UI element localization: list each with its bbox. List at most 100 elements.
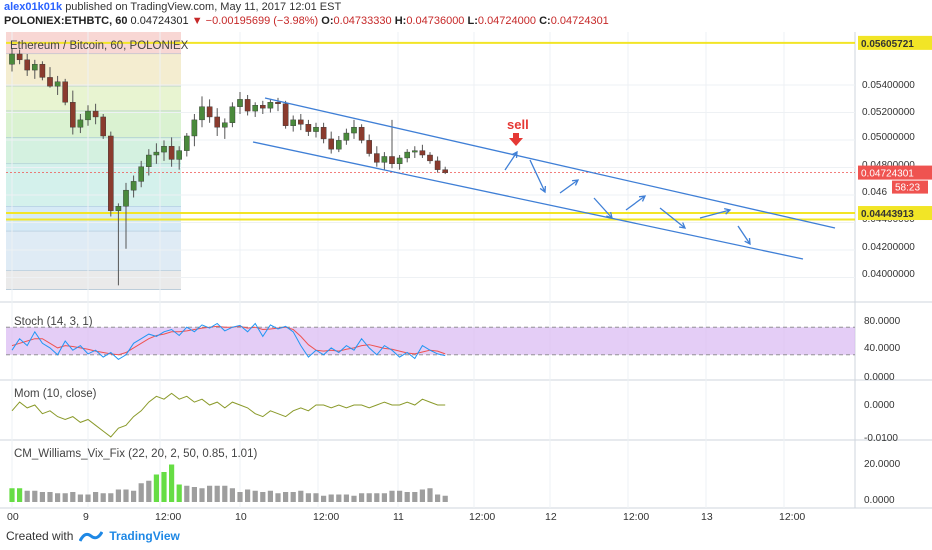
created-with-text: Created with (6, 529, 74, 543)
price-axis-label: 0.04800000 (862, 160, 915, 171)
candle-body (419, 150, 426, 156)
time-axis-label: 12:00 (469, 511, 495, 523)
tradingview-logo-icon (79, 531, 104, 542)
channel-lower-line (252, 141, 804, 260)
mom-axis-label: -0.0100 (864, 433, 898, 444)
vix-bar (108, 493, 114, 502)
vix-bar (153, 474, 159, 502)
candle-body (389, 156, 395, 165)
candle-body (191, 119, 198, 137)
candle-body (366, 140, 373, 154)
vix-bar (161, 472, 167, 502)
candle-body (39, 64, 46, 78)
bottom-level-label: 0.04443913 (861, 209, 914, 220)
time-axis-label: 11 (393, 511, 404, 523)
vix-bar (359, 493, 365, 502)
publish-info: alex01k01k published on TradingView.com,… (4, 1, 341, 13)
vix-bar (17, 488, 23, 502)
open-value: 0.04733330 (333, 15, 392, 27)
fib-band (6, 270, 181, 290)
symbol-info: POLONIEX:ETHBTC, 60 0.04724301 ▼ −0.0019… (4, 15, 609, 27)
candle-body (358, 126, 365, 141)
time-axis-label: 13 (701, 511, 713, 523)
projection-arrow-head (678, 222, 687, 229)
candle-body (199, 106, 205, 121)
candle-body (161, 146, 167, 153)
candle-body (252, 105, 259, 112)
tradingview-brand[interactable]: TradingView (109, 529, 180, 543)
projection-arrow-head (511, 150, 518, 159)
countdown-label: 58:23 (895, 183, 920, 194)
projection-arrow-head (539, 185, 547, 194)
candle-body (260, 105, 266, 109)
vix-bar (100, 493, 106, 502)
high-value: 0.04736000 (406, 15, 465, 27)
open-label: O: (321, 15, 334, 27)
sell-arrow-icon (509, 133, 523, 146)
symbol-name: POLONIEX:ETHBTC, 60 (4, 15, 128, 27)
fib-band (6, 137, 181, 164)
vix-bar (381, 493, 387, 502)
projection-arrow (659, 207, 686, 229)
price-axis-label: 0.05200000 (862, 107, 915, 118)
stoch-axis-label: 80.0000 (864, 316, 901, 327)
candle-body (115, 206, 122, 211)
author-link[interactable]: alex01k01k (4, 1, 63, 13)
last-price-label: 0.04724301 (861, 169, 914, 180)
mom-label[interactable]: Mom (10, close) (14, 388, 97, 400)
candle-body (107, 135, 114, 211)
vix-bar (412, 492, 418, 502)
vix-bar (138, 483, 144, 502)
price-axis-label: 0.04200000 (862, 242, 915, 253)
stoch-label[interactable]: Stoch (14, 3, 1) (14, 316, 93, 328)
candle-body (183, 135, 190, 151)
main-panel-title: Ethereum / Bitcoin, 60, POLONIEX (10, 40, 189, 52)
vix-bar (32, 490, 38, 502)
vix-bar (328, 494, 334, 502)
time-axis-label: 12:00 (779, 511, 805, 523)
stoch-k-line (11, 322, 446, 361)
vix-bar (39, 492, 45, 502)
sell-annotation: sell (507, 117, 529, 132)
last-price-box (858, 165, 932, 180)
candle-body (290, 119, 297, 126)
candle-body (47, 77, 53, 87)
candle-body (69, 102, 76, 128)
vix-label[interactable]: CM_Williams_Vix_Fix (22, 20, 2, 50, 0.85… (14, 448, 258, 460)
vix-bar (115, 489, 121, 502)
low-value: 0.04724000 (477, 15, 537, 27)
vix-bar (351, 495, 357, 502)
vix-bar (191, 487, 197, 502)
fib-band (6, 231, 181, 271)
candle-body (381, 156, 388, 163)
candle-body (221, 122, 228, 128)
vix-bar (62, 493, 68, 502)
vix-bar (252, 490, 258, 502)
candle-body (92, 110, 99, 118)
vix-bar (283, 492, 289, 502)
candle-body (9, 53, 15, 65)
candle-body (328, 138, 335, 150)
vix-bar (229, 488, 235, 502)
vix-bar (207, 485, 213, 502)
vix-bar (267, 490, 273, 502)
bottom-level-box (858, 206, 932, 221)
published-text: published on TradingView.com, May 11, 20… (65, 1, 342, 13)
down-triangle-icon: ▼ (191, 15, 203, 27)
vix-bar (9, 488, 15, 502)
candle-body (138, 166, 145, 182)
projection-arrow-head (724, 207, 732, 215)
candle-body (336, 140, 342, 150)
fib-band (6, 163, 181, 207)
current-price: 0.04724301 (130, 15, 189, 27)
vix-bar (404, 492, 410, 502)
vix-bar (169, 464, 175, 502)
vix-bar (290, 492, 296, 502)
price-axis-label: 0.05400000 (862, 80, 915, 91)
projection-arrow-head (744, 237, 751, 246)
fib-band (6, 86, 181, 112)
projection-arrow (593, 197, 613, 219)
candle-body (32, 64, 38, 71)
vix-bar (313, 493, 319, 502)
